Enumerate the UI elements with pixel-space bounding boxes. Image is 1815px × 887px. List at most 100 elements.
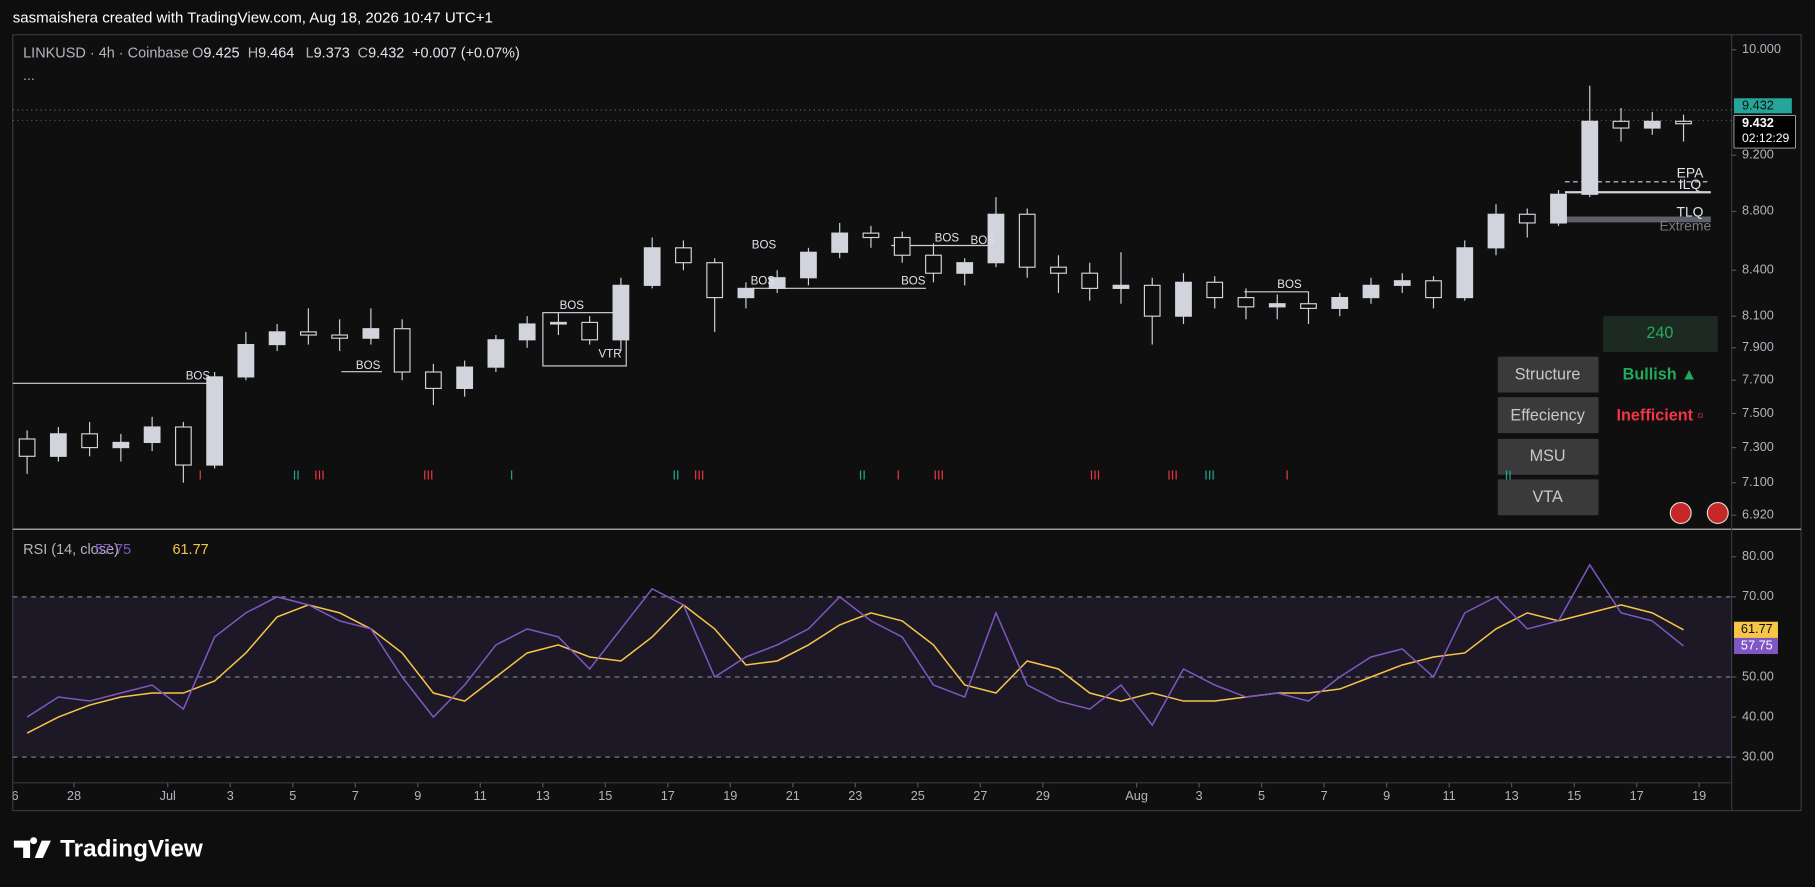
candle-body [299, 331, 317, 336]
panel-label: Structure [1515, 365, 1581, 383]
annotation: BOS [901, 275, 926, 287]
rsi-legend: RSI (14, close)57.75 61.77 [23, 542, 209, 558]
candle-body [862, 232, 880, 239]
signal: II [672, 467, 679, 482]
candle-body [1300, 303, 1317, 309]
ohlc-value: 9.464 [258, 45, 294, 61]
annotation: BOS [752, 240, 777, 252]
candle-body [425, 371, 442, 389]
annotation: ILQ [1679, 176, 1702, 192]
x-tick-label: 21 [786, 788, 800, 803]
panel-label: Effeciency [1510, 406, 1585, 424]
y-tick-label: 8.400 [1742, 262, 1774, 277]
candle-body [1143, 284, 1161, 317]
flag-icon [1669, 501, 1692, 524]
candle-body [1675, 120, 1692, 125]
x-tick-label: 3 [1196, 788, 1203, 803]
candle-body [768, 277, 786, 289]
candle-body [1206, 281, 1224, 299]
candle-body [518, 323, 536, 341]
candle-body [487, 339, 505, 368]
rsi-label: 57.75 [1741, 637, 1773, 652]
candle-body [987, 213, 1005, 264]
symbol: LINKUSD · 4h · Coinbase [23, 45, 189, 61]
x-tick-label: 19 [723, 788, 737, 803]
signal: III [1204, 467, 1215, 482]
rsi-line [26, 563, 1684, 727]
annotation: BOS [935, 233, 960, 245]
ohlc-label: O [192, 45, 203, 61]
x-tick-label: 25 [911, 788, 925, 803]
candle-body [49, 433, 67, 457]
x-tick-label: 28 [67, 788, 81, 803]
signal: III [1167, 467, 1178, 482]
price-label: 9.432 [1742, 98, 1774, 113]
y-tick-label: 7.500 [1742, 405, 1774, 420]
annotation: EPA [1677, 164, 1704, 180]
candle-body [1018, 213, 1036, 268]
y-tick-label: 6.920 [1742, 507, 1774, 522]
x-tick-label: 11 [1443, 788, 1456, 803]
candle-body [893, 236, 911, 256]
change: +0.007 (+0.07%) [412, 45, 520, 61]
price-label-bg [1733, 98, 1792, 114]
candle-body [1268, 303, 1286, 308]
signal: III [423, 467, 434, 482]
signal: III [1090, 467, 1101, 482]
x-tick-label: 13 [1505, 788, 1519, 803]
time-axis: 26 28 Jul 3 5 7 9 11 13 15 17 19 21 23 25 27 29 Aug 3 5 7 9 11… [4, 782, 1706, 803]
candle-body [1581, 120, 1599, 195]
annotation: BOS [751, 275, 776, 287]
candle-body [362, 328, 380, 339]
rsi-value: 61.77 [172, 542, 208, 558]
x-tick-label: 26 [4, 788, 18, 803]
x-tick-label: Aug [1125, 788, 1148, 803]
candle-body [1425, 280, 1442, 299]
y-tick-label: 7.300 [1742, 439, 1774, 454]
timeframe-box [1603, 316, 1718, 353]
candle-body [643, 247, 661, 286]
signal: III [314, 467, 325, 482]
x-tick-label: 3 [227, 788, 234, 803]
candle-body [1081, 272, 1099, 289]
y-tick-label: 9.200 [1742, 147, 1774, 162]
candle-body [1362, 284, 1380, 299]
candle-body [925, 254, 942, 274]
panel-status: Inefficient ▫ [1617, 406, 1704, 424]
price-label-bg [1733, 115, 1796, 149]
x-tick-label: 29 [1036, 788, 1050, 803]
candle-body [581, 321, 599, 341]
x-tick-label: 7 [352, 788, 359, 803]
signal: III [933, 467, 944, 482]
x-tick-label: 5 [1258, 788, 1265, 803]
rsi-label-bg [1733, 621, 1778, 638]
x-tick-label: 5 [289, 788, 296, 803]
candle-body [831, 232, 849, 253]
x-tick-label: 23 [848, 788, 862, 803]
signal: I [896, 467, 900, 482]
x-tick-label: 15 [1567, 788, 1581, 803]
ohlc-value: 9.432 [368, 45, 404, 61]
ohlc-value: 9.425 [203, 45, 239, 61]
rsi-title: RSI (14, close) [23, 542, 119, 558]
candle-body [612, 284, 630, 341]
rsi-label-bg [1733, 637, 1778, 655]
candle-body [393, 328, 411, 373]
candle-body [675, 247, 692, 264]
header: sasmaishera created with TradingView.com… [13, 9, 493, 26]
annotation: BOS [560, 300, 585, 312]
panel-row-box [1497, 438, 1599, 475]
panel-row-box [1497, 479, 1599, 516]
candle-body [331, 334, 349, 339]
candle-body [81, 433, 99, 449]
y-tick-label: 7.100 [1742, 474, 1774, 489]
x-tick-label: 15 [598, 788, 612, 803]
y-tick-label: 7.900 [1742, 339, 1774, 354]
panel-row-box [1497, 356, 1599, 393]
signal: I [1285, 467, 1289, 482]
candle-body [956, 262, 974, 274]
price-label: 9.432 [1742, 115, 1774, 130]
ohlc-label: H [248, 45, 258, 61]
candle-body [1612, 120, 1630, 129]
